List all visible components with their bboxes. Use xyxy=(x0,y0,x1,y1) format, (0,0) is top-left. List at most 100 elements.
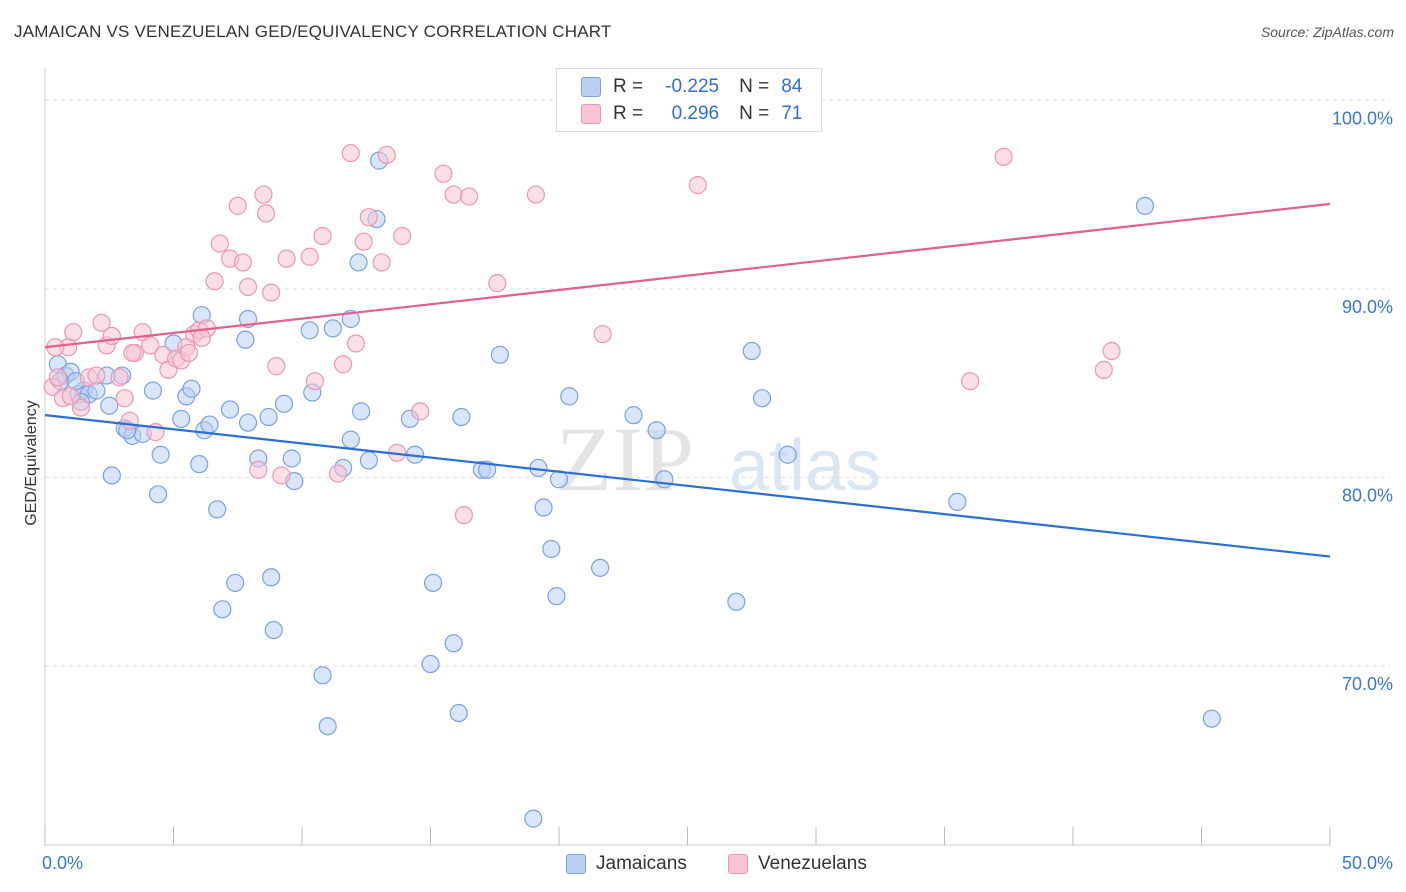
venezuelan-point xyxy=(593,324,612,344)
venezuelan-point xyxy=(48,368,67,387)
jamaican-point xyxy=(477,460,497,479)
venezuelans-trend-line xyxy=(44,202,1331,349)
jamaican-point xyxy=(591,558,610,577)
legend-item-jamaicans[interactable]: Jamaicans xyxy=(566,852,687,876)
trend-lines xyxy=(44,202,1331,558)
jamaican-point xyxy=(172,409,191,429)
jamaican-point xyxy=(341,430,360,449)
venezuelan-point xyxy=(354,232,373,251)
jamaican-point xyxy=(727,592,746,611)
venezuelan-point xyxy=(64,323,83,342)
r-label: R = xyxy=(613,76,644,97)
venezuelan-point xyxy=(87,366,106,385)
jamaican-point xyxy=(449,703,468,723)
jamaican-point xyxy=(313,666,332,685)
jamaicans-swatch xyxy=(581,77,601,97)
legend-label-venezuelans: Venezuelans xyxy=(758,853,867,874)
venezuelan-point xyxy=(688,176,707,195)
legend-item-venezuelans[interactable]: Venezuelans xyxy=(728,852,867,876)
legend-label-jamaicans: Jamaicans xyxy=(596,853,687,874)
jamaican-point xyxy=(490,345,509,364)
jamaican-point xyxy=(200,415,219,434)
venezuelan-point xyxy=(1094,360,1113,379)
venezuelan-point xyxy=(141,336,160,355)
venezuelan-point xyxy=(192,328,211,347)
venezuelan-point xyxy=(71,398,91,417)
venezuelan-point xyxy=(205,272,224,291)
venezuelan-point xyxy=(377,145,396,165)
jamaican-point xyxy=(542,539,561,559)
jamaican-point xyxy=(444,634,463,653)
jamaican-point xyxy=(264,620,283,640)
jamaican-point xyxy=(1135,196,1155,215)
legend-row-jamaicans: R = -0.225 N = 84 xyxy=(581,74,802,100)
venezuelan-point xyxy=(256,204,276,223)
jamaican-point xyxy=(213,600,232,619)
jamaican-point xyxy=(647,421,666,440)
jamaican-point xyxy=(238,413,258,432)
venezuelans-swatch xyxy=(581,104,601,124)
jamaican-point xyxy=(236,330,255,349)
venezuelan-point xyxy=(488,274,507,293)
venezuelan-point xyxy=(102,326,121,346)
jamaican-point xyxy=(259,407,278,427)
r-value-jamaicans: -0.225 xyxy=(665,76,720,97)
y-axis-label: GED/Equivalency xyxy=(23,400,40,525)
jamaican-point xyxy=(352,402,371,421)
venezuelan-point xyxy=(372,253,391,272)
y-tick-label: 80.0% xyxy=(1342,485,1393,505)
jamaican-point xyxy=(300,321,319,340)
venezuelan-point xyxy=(305,372,324,391)
jamaican-point xyxy=(752,389,772,408)
jamaican-point xyxy=(148,485,168,504)
n-label: N = xyxy=(739,103,770,124)
venezuelan-point xyxy=(359,208,378,227)
jamaican-point xyxy=(452,407,471,427)
venezuelan-point xyxy=(1102,341,1121,361)
jamaican-point xyxy=(624,406,643,425)
chart-title: JAMAICAN VS VENEZUELAN GED/EQUIVALENCY C… xyxy=(14,22,612,41)
tick-labels: 70.0% 80.0% 90.0% 100.0% 0.0% 50.0% xyxy=(42,108,1393,873)
venezuelan-point xyxy=(526,185,545,204)
jamaican-point xyxy=(421,654,440,674)
venezuelan-point xyxy=(272,466,291,485)
venezuelan-point xyxy=(454,505,474,525)
jamaican-point xyxy=(274,394,294,413)
jamaican-point xyxy=(524,809,543,828)
watermark-zip: ZIP xyxy=(556,408,694,510)
venezuelan-point xyxy=(61,387,80,406)
jamaican-point xyxy=(151,445,170,464)
venezuelan-point xyxy=(233,253,252,272)
venezuelan-point xyxy=(277,249,296,268)
jamaican-point xyxy=(100,396,119,415)
r-value-venezuelans: 0.296 xyxy=(671,103,720,124)
jamaican-point xyxy=(190,455,209,474)
venezuelans-swatch xyxy=(728,854,748,874)
jamaican-point xyxy=(547,587,566,606)
venezuelan-point xyxy=(110,368,129,387)
jamaican-point xyxy=(318,717,337,736)
venezuelan-point xyxy=(262,283,281,302)
venezuelan-point xyxy=(393,226,412,246)
jamaican-point xyxy=(948,492,967,511)
n-value-jamaicans: 84 xyxy=(781,76,803,97)
venezuelan-point xyxy=(123,343,142,363)
jamaican-point xyxy=(220,400,240,419)
venezuelan-point xyxy=(334,355,353,374)
y-tick-label: 90.0% xyxy=(1342,297,1393,317)
venezuelan-point xyxy=(92,313,111,332)
y-tick-label: 100.0% xyxy=(1332,108,1393,128)
axes xyxy=(44,68,1331,846)
r-label: R = xyxy=(613,103,644,124)
venezuelan-point xyxy=(444,185,463,204)
jamaican-point xyxy=(742,341,761,361)
venezuelan-point xyxy=(254,185,273,204)
x-tick-label: 50.0% xyxy=(1342,853,1393,873)
jamaican-point xyxy=(560,387,579,406)
venezuelan-point xyxy=(961,372,980,391)
jamaican-point xyxy=(208,500,227,519)
jamaican-point xyxy=(655,470,674,489)
n-label: N = xyxy=(739,76,770,97)
source-label: Source: ZipAtlas.com xyxy=(1260,24,1394,40)
